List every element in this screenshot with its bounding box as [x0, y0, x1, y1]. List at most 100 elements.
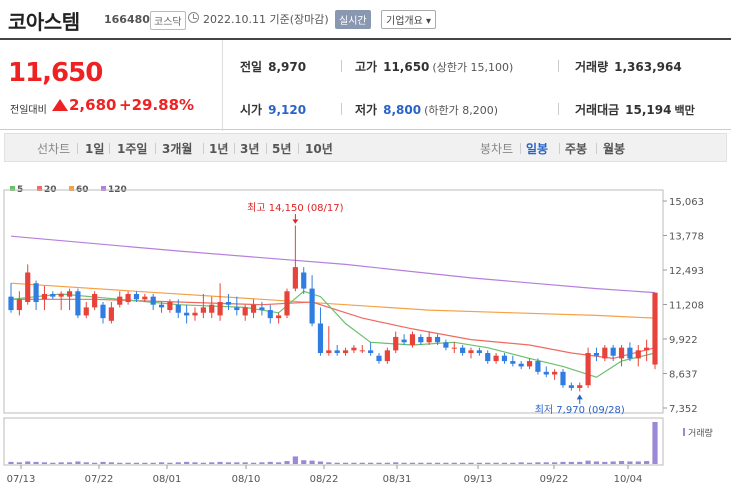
candle-body [66, 291, 73, 297]
candle-body [50, 293, 56, 297]
ma60-line [10, 282, 656, 319]
low-label: 저가 [355, 103, 378, 117]
volume-bar [309, 460, 315, 464]
x-tick-label: 09/13 [464, 474, 493, 485]
toolbar-separator [109, 143, 110, 154]
volume-bar [142, 462, 148, 464]
volume-bar [209, 462, 215, 464]
candle-daily[interactable]: 일봉 [526, 142, 549, 156]
x-tick-label: 09/22 [540, 474, 569, 485]
ma20-line [11, 298, 656, 360]
candle-body [184, 312, 190, 316]
cell-separator [341, 103, 342, 115]
volume-bar [66, 462, 73, 464]
volume-bar [284, 461, 290, 464]
volume-bar [418, 462, 424, 464]
toolbar-separator [559, 143, 560, 154]
candle-body [58, 293, 64, 297]
legend-swatch [37, 186, 42, 191]
candle-body [593, 353, 600, 356]
chart-frame [3, 189, 664, 466]
volume-bar [543, 462, 549, 464]
toolbar-separator [234, 143, 235, 154]
candle-body [560, 371, 566, 386]
period-1y[interactable]: 1년 [209, 142, 229, 156]
min-price-label: 최저 7,970 (09/28) [535, 404, 625, 416]
candle-body [83, 307, 89, 316]
open-price: 시가 9,120 [240, 101, 306, 118]
period-1w[interactable]: 1주일 [117, 142, 148, 156]
volume-bar [58, 462, 64, 464]
company-info-button[interactable]: 기업개요 ▾ [381, 10, 436, 29]
summary-divider [222, 40, 223, 131]
candle-body [75, 291, 81, 316]
period-5y[interactable]: 5년 [272, 142, 292, 156]
x-tick-label: 10/04 [614, 474, 643, 485]
candle-body [476, 350, 482, 354]
period-10y[interactable]: 10년 [305, 142, 333, 156]
candle-body [292, 267, 298, 289]
candle-body [618, 347, 625, 359]
candle-body [418, 336, 424, 343]
candle-body [133, 293, 140, 300]
base-date: 2022.10.11 기준(장마감) [203, 13, 329, 26]
candle-body [142, 296, 148, 300]
candle-monthly[interactable]: 월봉 [603, 142, 626, 156]
annotations: 거래량 최고 14,150 (08/17) 최저 7,970 (09/28) [247, 202, 713, 439]
plot-border [3, 189, 664, 414]
candle-body [192, 312, 198, 316]
candle-body [200, 307, 206, 313]
clock-icon [188, 12, 199, 23]
y-tick-label: 11,208 [669, 300, 704, 311]
period-3y[interactable]: 3년 [240, 142, 260, 156]
volume-bar [41, 462, 48, 464]
realtime-button[interactable]: 실시간 [335, 10, 371, 29]
candle-body [217, 302, 223, 316]
candle-body [493, 355, 499, 362]
x-tick-label: 08/01 [153, 474, 182, 485]
candle-body [368, 350, 374, 354]
candle-body [41, 293, 48, 300]
volume-bar [16, 462, 22, 464]
toolbar-separator [266, 143, 267, 154]
volume-bar [635, 461, 641, 464]
volume-bar [384, 462, 390, 464]
volume-bar [184, 461, 190, 464]
candle-body [100, 304, 106, 319]
period-1d[interactable]: 1일 [85, 142, 105, 156]
volume-bar [8, 461, 14, 464]
volume-bar [368, 462, 374, 464]
volume-bar [652, 422, 658, 464]
candle-body [426, 336, 432, 343]
candle-body [225, 302, 232, 305]
volume-bar [276, 462, 282, 464]
volume-bar [434, 462, 441, 464]
low-limit: (하한가 8,200) [424, 104, 498, 117]
volume-bar [468, 462, 474, 464]
toolbar-separator [596, 143, 597, 154]
y-tick-label: 12,493 [669, 266, 704, 277]
volume-bar [92, 462, 98, 464]
volume-bar [167, 462, 173, 464]
toolbar-separator [520, 143, 521, 154]
volume-bar [426, 462, 432, 464]
candle-body [259, 307, 265, 311]
volume-bar [359, 462, 365, 464]
up-arrow-icon [52, 99, 68, 111]
stock-name: 코아스템 [8, 10, 80, 34]
volume-bar [33, 461, 39, 464]
period-3m[interactable]: 3개월 [162, 142, 193, 156]
candle-weekly[interactable]: 주봉 [565, 142, 588, 156]
volume-bar [150, 462, 156, 464]
volume-bar [351, 462, 357, 464]
low-price: 저가 8,800 (하한가 8,200) [355, 101, 498, 118]
candle-body [543, 371, 549, 375]
change-percent: +29.88% [119, 96, 195, 114]
candle-body [510, 361, 516, 364]
candle-body [485, 353, 491, 362]
change-label: 전일대비 [10, 105, 47, 116]
candle-body [443, 342, 449, 348]
candle-chart-label: 봉차트 [480, 142, 514, 156]
candle-body [33, 283, 39, 303]
